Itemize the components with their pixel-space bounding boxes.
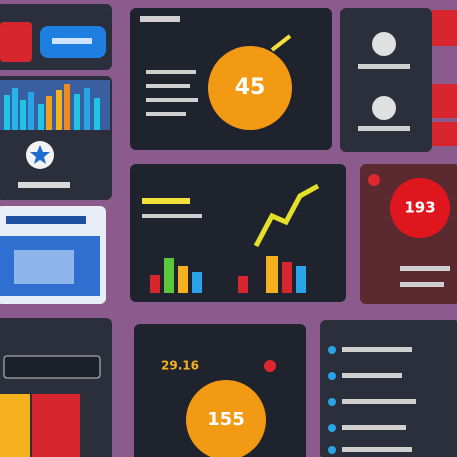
tile[interactable] (432, 10, 457, 46)
indicator (264, 360, 276, 372)
input[interactable] (3, 355, 101, 379)
text-lines (140, 16, 198, 116)
text-line (146, 70, 196, 74)
panel (320, 320, 457, 457)
score-circle (208, 46, 292, 130)
text-line (342, 399, 416, 404)
text-line (142, 214, 202, 218)
text-line (18, 182, 70, 188)
decor-line (253, 183, 320, 248)
screen-card (14, 250, 74, 284)
tile[interactable] (0, 394, 30, 457)
text-line (358, 126, 410, 131)
text-line (146, 112, 186, 116)
chart-area (0, 80, 110, 130)
icon (372, 32, 396, 56)
decor-bars (4, 84, 100, 130)
text-line (342, 425, 406, 430)
text-line (142, 198, 190, 204)
bullet (328, 346, 336, 354)
bar-shape (12, 88, 18, 130)
bullet (328, 446, 336, 454)
tile[interactable] (432, 84, 457, 118)
text-line (6, 216, 86, 224)
panel (340, 8, 432, 152)
bar-shape (238, 276, 248, 293)
bar-shape (94, 98, 100, 130)
text-line (146, 84, 190, 88)
text-line (342, 447, 412, 452)
bar-shape (84, 88, 90, 130)
score-circle (186, 380, 266, 457)
button[interactable] (0, 22, 32, 62)
bullet (328, 424, 336, 432)
tile[interactable] (432, 122, 457, 146)
icon-star (30, 145, 50, 164)
text-line (358, 64, 410, 69)
alert-score: 193 (404, 199, 435, 217)
score: 155 (207, 409, 245, 430)
bar-shape (164, 258, 174, 293)
alert-circle (390, 178, 450, 238)
text-line (342, 373, 402, 378)
icon (372, 96, 396, 120)
decor-line (270, 34, 292, 52)
text-line (140, 16, 180, 22)
score: 45 (235, 75, 266, 100)
bar-shape (74, 94, 80, 130)
bar-shape (150, 275, 160, 293)
text-line (146, 98, 198, 102)
bullet (328, 398, 336, 406)
bar-shape (56, 90, 62, 130)
button-label (52, 38, 92, 44)
tile[interactable] (32, 394, 80, 457)
bar-shape (4, 95, 10, 130)
bar-shape (296, 266, 306, 293)
bullet (328, 372, 336, 380)
decor-bars (150, 256, 306, 293)
bar-shape (178, 266, 188, 293)
bar-shape (46, 96, 52, 130)
text-line (400, 282, 444, 287)
bar-shape (20, 100, 26, 130)
text-line (342, 347, 412, 352)
bar-shape (64, 84, 70, 130)
value: 29.16 (161, 359, 199, 373)
text-line (400, 266, 450, 271)
bar-shape (266, 256, 278, 293)
bar-shape (282, 262, 292, 293)
bar-shape (38, 104, 44, 130)
bar-shape (28, 92, 34, 130)
bar-shape (192, 272, 202, 293)
list (328, 346, 416, 454)
indicator (368, 174, 380, 186)
